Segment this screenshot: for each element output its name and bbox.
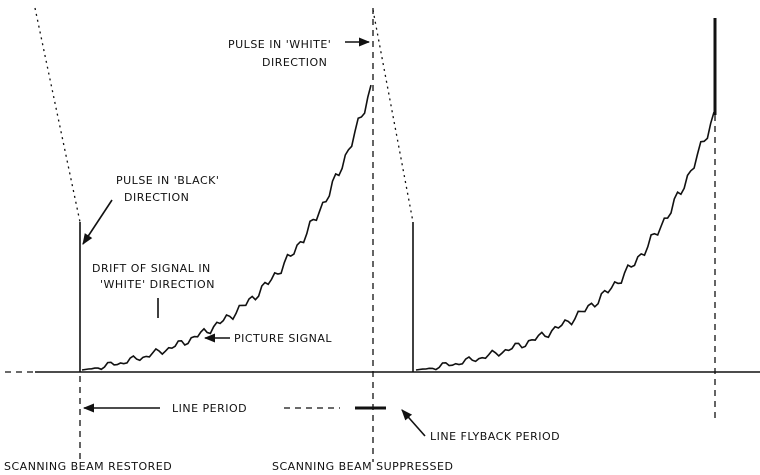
arrow: [401, 409, 426, 437]
label: LINE FLYBACK PERIOD: [430, 430, 560, 443]
arrow: [82, 199, 113, 245]
slope-line: [34, 7, 81, 223]
label: PULSE IN 'WHITE': [228, 38, 331, 51]
slope-line: [372, 9, 414, 223]
label: 'WHITE' DIRECTION: [100, 278, 215, 291]
picture-signal-curve: [415, 111, 715, 371]
label: SCANNING BEAM RESTORED: [4, 460, 172, 473]
label: PULSE IN 'BLACK': [116, 174, 219, 187]
label: SCANNING BEAM SUPPRESSED: [272, 460, 453, 473]
label: DIRECTION: [124, 191, 189, 204]
label: DRIFT OF SIGNAL IN: [92, 262, 211, 275]
label: DIRECTION: [262, 56, 327, 69]
label: PICTURE SIGNAL: [234, 332, 332, 345]
label: LINE PERIOD: [172, 402, 247, 415]
picture-signal-curve: [81, 84, 372, 371]
